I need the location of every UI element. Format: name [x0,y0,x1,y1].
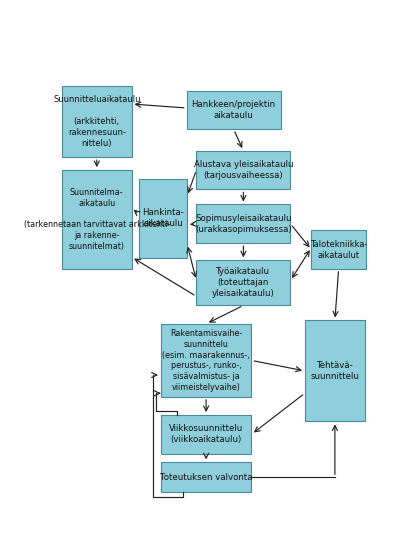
FancyBboxPatch shape [62,170,132,269]
Text: Sopimusyleisaikataulu
(urakkasopimuksessa): Sopimusyleisaikataulu (urakkasopimuksess… [195,214,292,234]
Text: Tehtävä-
suunnittelu: Tehtävä- suunnittelu [311,361,359,381]
Text: Alustava yleisaikataulu
(tarjousvaiheessa): Alustava yleisaikataulu (tarjousvaiheess… [194,160,293,180]
FancyBboxPatch shape [161,324,252,397]
FancyBboxPatch shape [139,179,187,258]
FancyBboxPatch shape [311,230,366,269]
Text: Toteutuksen valvonta: Toteutuksen valvonta [160,473,252,482]
Text: Talotekniikka-
aikataulut: Talotekniikka- aikataulut [310,239,367,259]
Text: Hankkeen/projektin
aikataulu: Hankkeen/projektin aikataulu [191,100,276,120]
Text: Hankinta-
aikataulu: Hankinta- aikataulu [142,208,184,228]
FancyBboxPatch shape [62,86,132,157]
FancyBboxPatch shape [161,462,252,492]
Text: Suunnitteluaikataulu

(arkkitehti,
rakennesuun-
nittelu): Suunnitteluaikataulu (arkkitehti, rakenn… [53,95,140,148]
Text: Suunnitelma-
aikataulu

(tarkennetaan tarvittavat arkkitehti-
ja rakenne-
suunni: Suunnitelma- aikataulu (tarkennetaan tar… [24,188,170,251]
Text: Rakentamisvaihe-
suunnittelu
(esim. maarakennus-,
perustus-, runko-,
sisävalmist: Rakentamisvaihe- suunnittelu (esim. maar… [162,329,250,392]
Text: Työaikataulu
(toteuttajan
yleisaikataulu): Työaikataulu (toteuttajan yleisaikataulu… [212,267,275,299]
FancyBboxPatch shape [305,320,365,421]
FancyBboxPatch shape [196,151,291,189]
FancyBboxPatch shape [196,260,291,305]
FancyBboxPatch shape [187,90,280,129]
FancyBboxPatch shape [196,204,291,243]
FancyBboxPatch shape [161,415,252,454]
Text: Viikkosuunnittelu
(viikkoaikataulu): Viikkosuunnittelu (viikkoaikataulu) [169,424,243,444]
